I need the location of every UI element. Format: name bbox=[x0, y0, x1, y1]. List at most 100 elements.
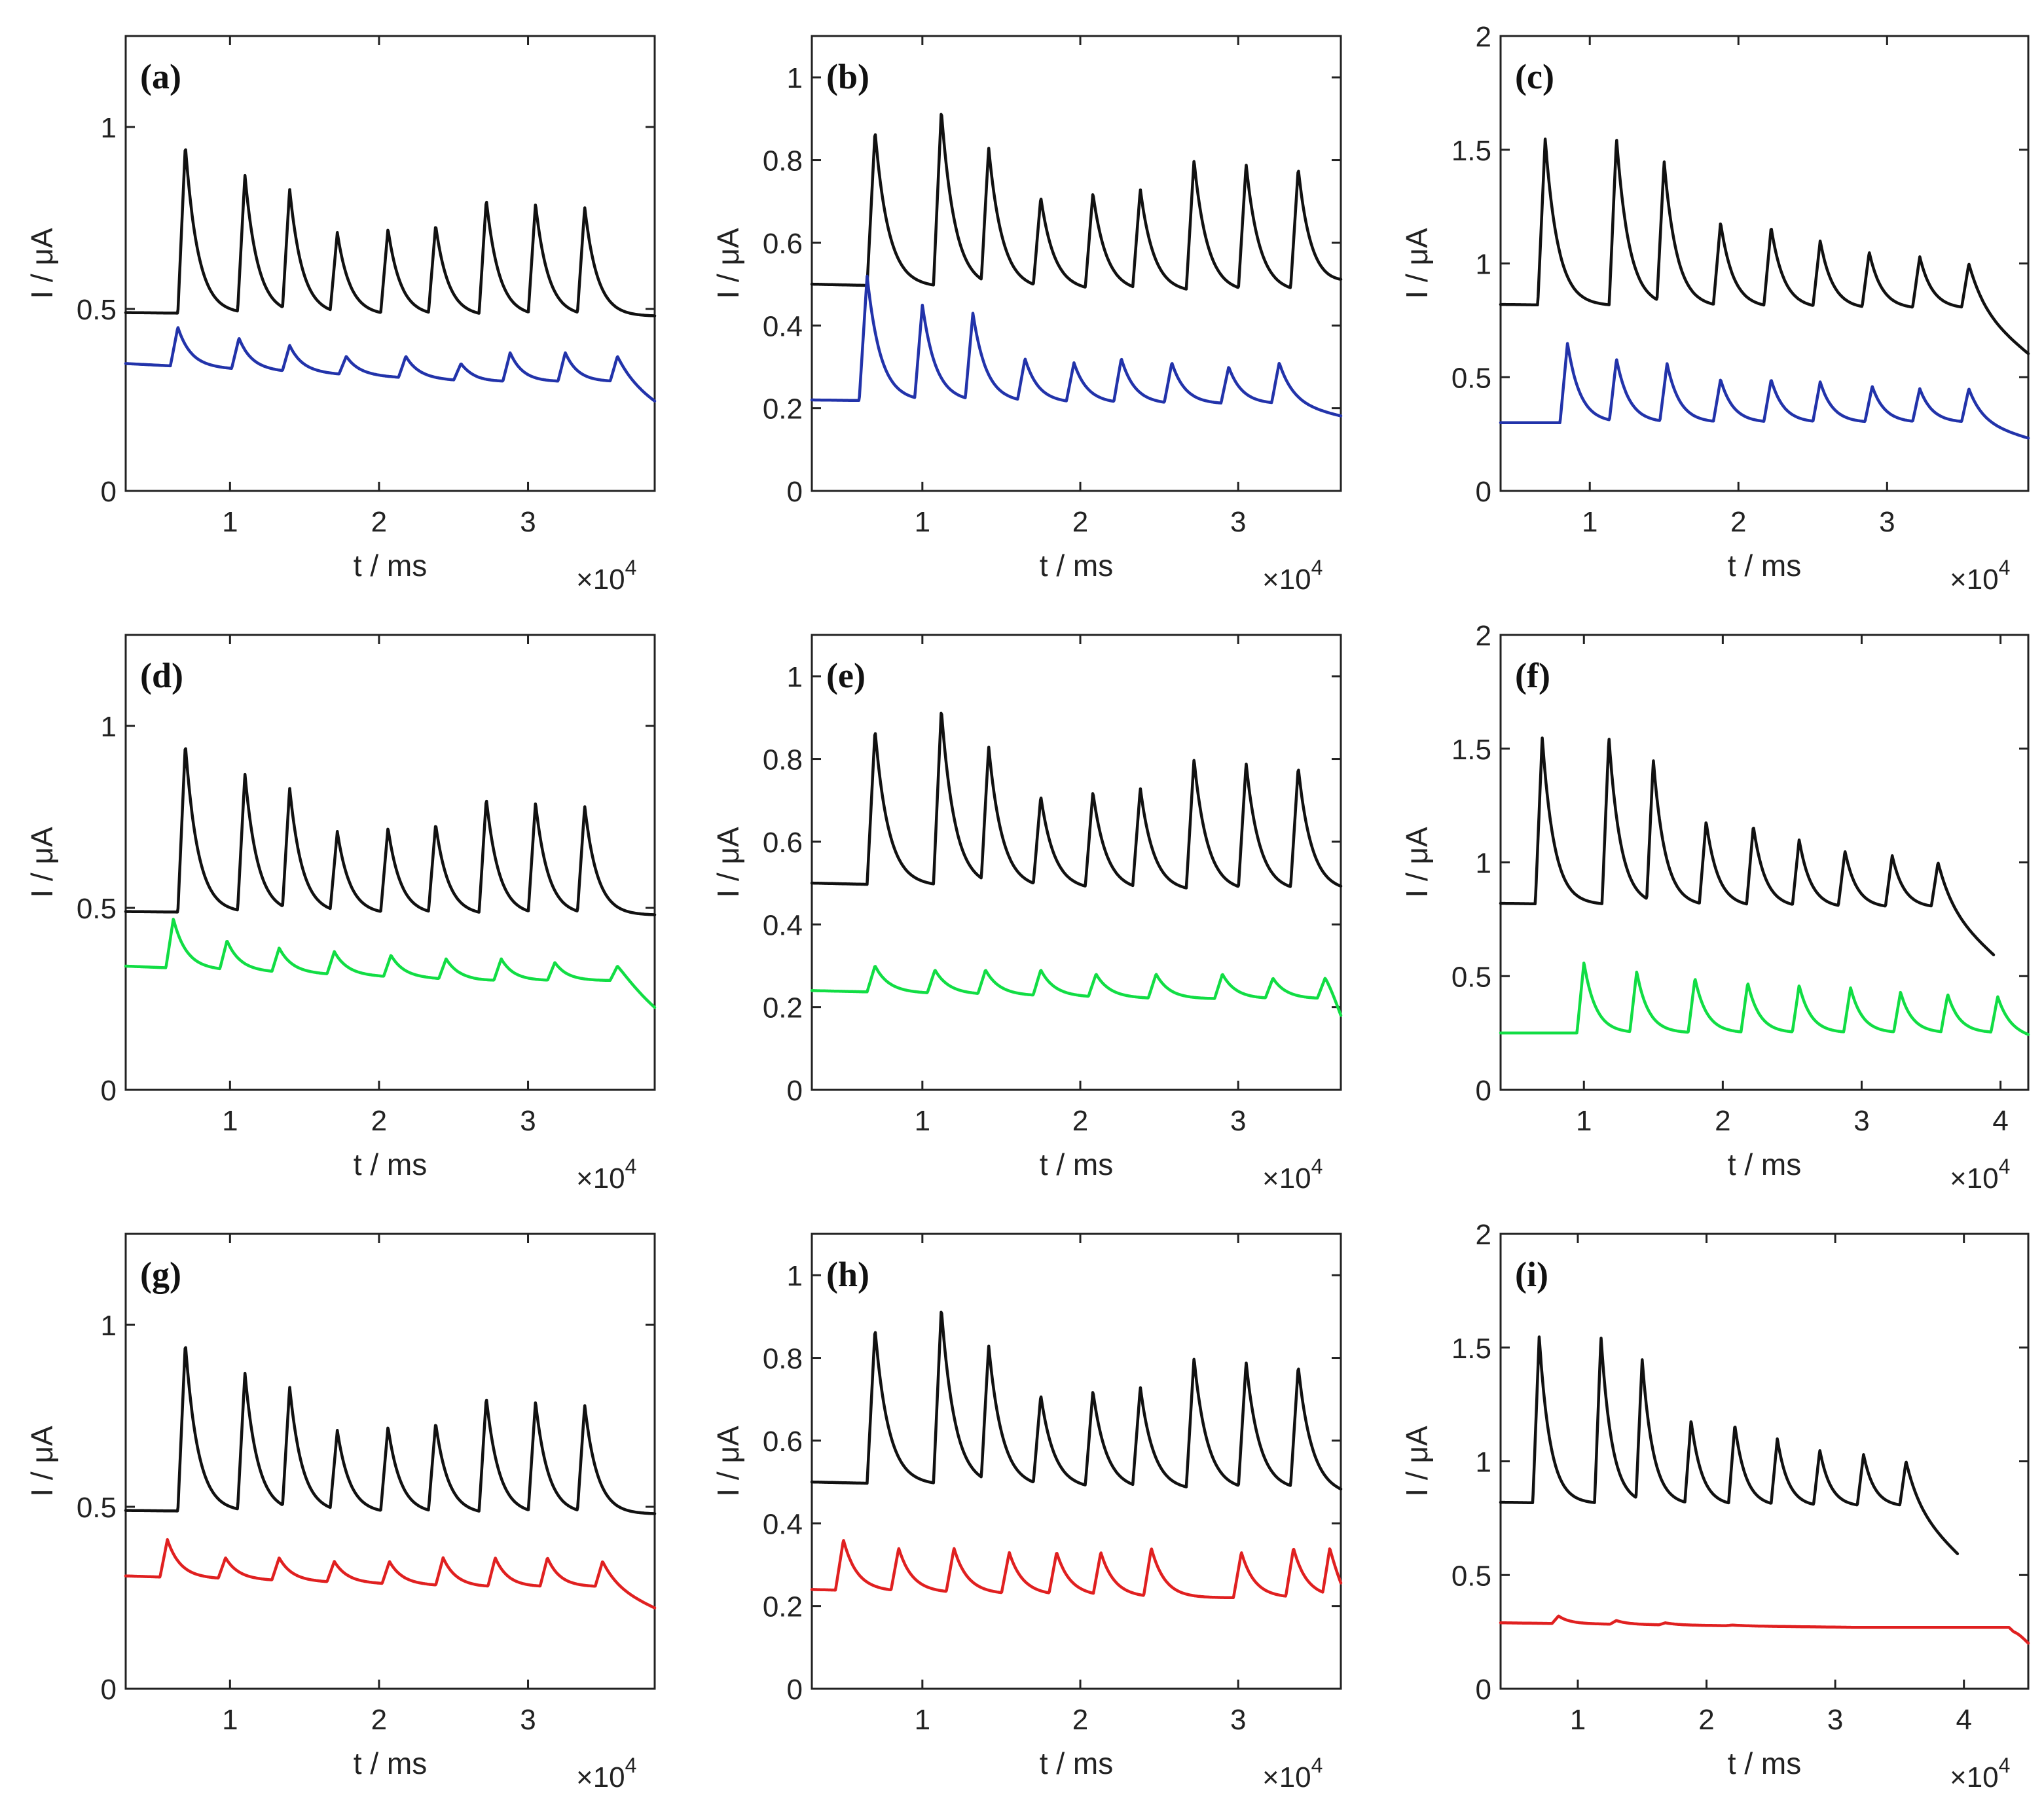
series-line-sample bbox=[124, 918, 657, 1009]
y-tick-label: 0.5 bbox=[1451, 1560, 1491, 1592]
x-exponent-label: ×104 bbox=[576, 1754, 636, 1793]
x-tick-label: 1 bbox=[915, 506, 930, 538]
chart-panel-h: 1 2 3 0 0.2 0.4 0.6 0.8 1 t / ms I / μA ×104 (h) bbox=[711, 1233, 1343, 1793]
y-tick-label: 0.5 bbox=[1451, 362, 1491, 394]
y-tick-label: 0.6 bbox=[763, 228, 803, 260]
y-tick-label: 1 bbox=[101, 112, 117, 144]
series-line-sample bbox=[810, 274, 1343, 418]
x-axis-label: t / ms bbox=[354, 549, 427, 583]
chart-panel-i: 1 2 3 400.511.52t / msI / μA×104(i) bbox=[1400, 1219, 2030, 1793]
y-tick-label: 1 bbox=[1476, 1447, 1491, 1479]
y-tick-label: 2 bbox=[1476, 1219, 1491, 1251]
chart-panel-d: 1 2 3 0 0.5 1 t / ms I / μA ×104 (d) bbox=[25, 634, 657, 1195]
chart-panel-c: 1 2 3 0 0.5 1 1.5 2 t / ms I / μA ×104 (c) bbox=[1400, 21, 2030, 596]
y-tick-label: 1 bbox=[1476, 848, 1491, 880]
y-tick-label: 0.5 bbox=[77, 294, 117, 326]
y-tick-label: 1 bbox=[1476, 249, 1491, 281]
panel-label: (d) bbox=[140, 656, 183, 695]
y-tick-label: 1 bbox=[101, 711, 117, 743]
series-line-reference bbox=[124, 1346, 657, 1515]
y-tick-label: 0.5 bbox=[77, 1492, 117, 1524]
chart-panel-b: 1 2 3 0 0.2 0.4 0.6 0.8 1 t / ms I / μA ×104 (b) bbox=[711, 35, 1343, 596]
x-tick-label: 2 bbox=[371, 506, 387, 538]
series-line-reference bbox=[124, 747, 657, 916]
x-axis-label: t / ms bbox=[1040, 1746, 1113, 1780]
x-exponent-base: ×10 bbox=[1950, 1162, 1999, 1195]
y-tick-label: 2 bbox=[1476, 620, 1491, 652]
chart-panel-a: 1 2 3 0 0.5 1 t / ms I / μA ×104 (a) bbox=[25, 35, 657, 596]
y-tick-label: 0.2 bbox=[763, 1591, 803, 1623]
series-line-reference bbox=[1499, 1335, 1960, 1555]
series-line-sample bbox=[124, 326, 657, 403]
x-exponent-power: 4 bbox=[1999, 1754, 2011, 1777]
plot-frame bbox=[1499, 1233, 2030, 1690]
x-exponent-label: ×104 bbox=[576, 1155, 636, 1195]
x-exponent-label: ×104 bbox=[1950, 1754, 2010, 1793]
y-tick-label: 1 bbox=[101, 1310, 117, 1342]
x-tick-label: 3 bbox=[1879, 506, 1895, 538]
x-exponent-power: 4 bbox=[625, 1754, 637, 1777]
x-axis-label: t / ms bbox=[354, 1147, 427, 1181]
x-tick-label: 2 bbox=[371, 1105, 387, 1137]
y-tick-label: 0 bbox=[787, 476, 803, 508]
y-tick-label: 0.5 bbox=[1451, 961, 1491, 993]
panel-label: (g) bbox=[140, 1255, 181, 1294]
x-tick-label: 3 bbox=[1230, 506, 1246, 538]
y-tick-label: 2 bbox=[1476, 21, 1491, 53]
panel-label: (i) bbox=[1515, 1255, 1548, 1294]
x-tick-label: 1 bbox=[222, 1704, 238, 1736]
x-tick-label: 1 bbox=[915, 1704, 930, 1736]
panel-label: (a) bbox=[140, 57, 181, 96]
x-exponent-power: 4 bbox=[1311, 1754, 1323, 1777]
x-exponent-label: ×104 bbox=[1262, 556, 1323, 596]
plot-frame bbox=[124, 634, 656, 1091]
series-line-reference bbox=[810, 712, 1343, 890]
x-exponent-power: 4 bbox=[1311, 1155, 1323, 1178]
panel-label: (c) bbox=[1515, 57, 1554, 96]
series-line-reference bbox=[810, 1310, 1343, 1491]
x-tick-label: 2 bbox=[1715, 1105, 1730, 1137]
x-exponent-base: ×10 bbox=[1262, 1162, 1311, 1195]
series-line-sample bbox=[810, 965, 1343, 1017]
x-tick-label: 1 bbox=[1570, 1704, 1586, 1736]
plot-frame bbox=[1499, 35, 2030, 492]
x-exponent-power: 4 bbox=[1999, 556, 2011, 579]
x-tick-label: 3 bbox=[520, 1704, 536, 1736]
y-tick-label: 0 bbox=[787, 1674, 803, 1706]
series-line-reference bbox=[1499, 736, 1996, 956]
x-tick-label: 2 bbox=[371, 1704, 387, 1736]
plot-frame bbox=[124, 35, 656, 492]
x-tick-label: 3 bbox=[1827, 1704, 1843, 1736]
y-tick-label: 1.5 bbox=[1451, 734, 1491, 766]
x-exponent-base: ×10 bbox=[1950, 564, 1999, 596]
series-line-sample bbox=[124, 1538, 657, 1610]
y-axis-label: I / μA bbox=[1400, 827, 1434, 898]
y-tick-label: 0.4 bbox=[763, 310, 803, 342]
x-axis-label: t / ms bbox=[1728, 549, 1801, 583]
y-axis-label: I / μA bbox=[711, 827, 745, 898]
x-tick-label: 3 bbox=[520, 1105, 536, 1137]
x-tick-label: 2 bbox=[1072, 1105, 1088, 1137]
y-axis-label: I / μA bbox=[1400, 228, 1434, 299]
y-axis-label: I / μA bbox=[1400, 1426, 1434, 1497]
series-line-sample bbox=[1499, 1614, 2030, 1645]
x-exponent-base: ×10 bbox=[1262, 564, 1311, 596]
chart-panel-e: 1 2 3 0 0.2 0.4 0.6 0.8 1 t / ms I / μA ×104 (e) bbox=[711, 634, 1343, 1195]
x-exponent-label: ×104 bbox=[1950, 556, 2010, 596]
y-tick-label: 0.2 bbox=[763, 393, 803, 425]
x-tick-label: 3 bbox=[1853, 1105, 1869, 1137]
plot-frame bbox=[811, 634, 1342, 1091]
x-exponent-power: 4 bbox=[1999, 1155, 2011, 1178]
x-tick-label: 1 bbox=[915, 1105, 930, 1137]
chart-panel-g: 1 2 3 0 0.5 1 t / ms I / μA ×104 (g) bbox=[25, 1233, 657, 1793]
x-tick-label: 2 bbox=[1072, 1704, 1088, 1736]
y-axis-label: I / μA bbox=[25, 827, 59, 898]
y-tick-label: 0.6 bbox=[763, 827, 803, 859]
x-tick-label: 3 bbox=[1230, 1704, 1246, 1736]
series-line-sample bbox=[810, 1539, 1343, 1600]
x-exponent-power: 4 bbox=[625, 556, 637, 579]
x-exponent-label: ×104 bbox=[1262, 1754, 1323, 1793]
x-tick-label: 4 bbox=[1992, 1105, 2008, 1137]
series-line-reference bbox=[1499, 137, 2030, 355]
